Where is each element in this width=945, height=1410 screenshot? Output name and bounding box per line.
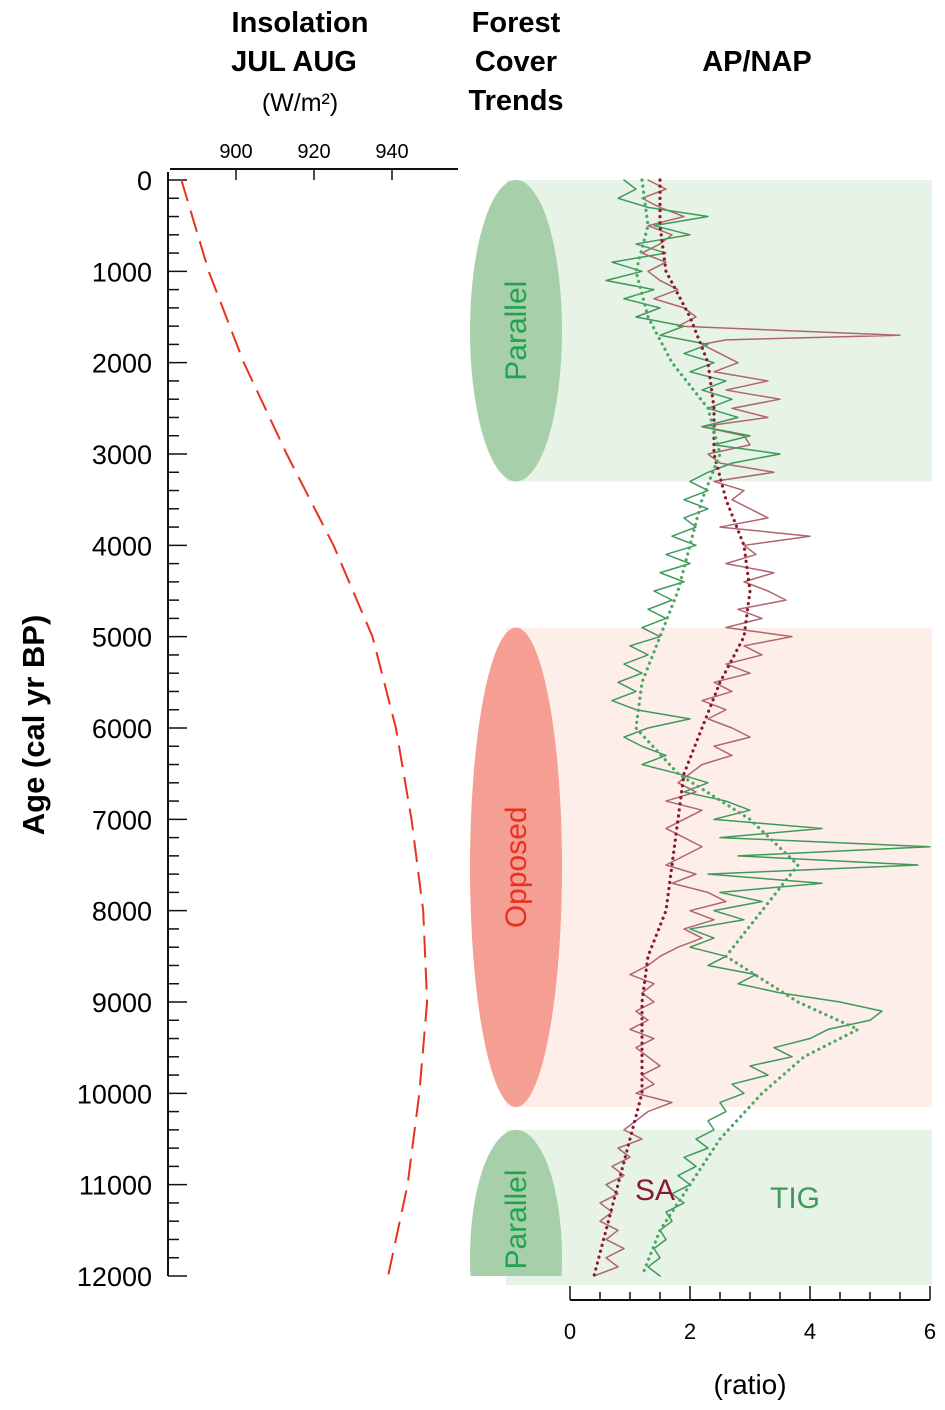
ratio-tick-label: 6 [924, 1319, 936, 1344]
age-tick-label: 4000 [92, 531, 152, 561]
ratio-tick-label: 0 [564, 1319, 576, 1344]
forest-band-group: Parallel Opposed Parallel [470, 180, 932, 1286]
insolation-unit-label: (W/m²) [262, 89, 338, 117]
forest-cover-header: Forest Cover Trends [468, 7, 563, 117]
series-line-sa [593, 179, 901, 1277]
band-rect-2 [506, 1129, 932, 1286]
age-tick-label: 10000 [77, 1079, 152, 1109]
age-tick-label: 12000 [77, 1262, 152, 1292]
age-tick-label: 6000 [92, 714, 152, 744]
forest-title-line-1: Forest [472, 7, 561, 39]
label-group: SA TIG [635, 1174, 820, 1215]
insolation-title-line-1: Insolation [232, 7, 369, 39]
axes-group: 0100020003000400050006000700080009000100… [77, 141, 936, 1400]
band-ellipse-1 [470, 627, 562, 1108]
insolation-line [180, 179, 429, 1277]
series-line-tig [605, 179, 931, 1277]
insolation-tick-label: 920 [297, 141, 330, 163]
series-label-sa: SA [635, 1174, 675, 1207]
age-tick-label: 2000 [92, 349, 152, 379]
series-label-tig: TIG [770, 1182, 820, 1215]
band-label-1: Opposed [500, 806, 533, 928]
apnap-title: AP/NAP [702, 46, 812, 78]
insolation-header: Insolation JUL AUG (W/m²) [231, 7, 368, 117]
insolation-tick-label: 940 [375, 141, 408, 163]
ratio-tick-label: 2 [684, 1319, 696, 1344]
age-tick-label: 7000 [92, 805, 152, 835]
series-group [180, 178, 931, 1278]
insolation-title-line-2: JUL AUG [231, 46, 357, 78]
band-label-2: Parallel [500, 1169, 533, 1269]
age-tick-label: 9000 [92, 988, 152, 1018]
series-line-tig-trend [634, 178, 860, 1278]
age-tick-label: 8000 [92, 897, 152, 927]
band-rect-0 [506, 180, 932, 482]
band-ellipse-2 [470, 1129, 562, 1277]
band-label-0: Parallel [500, 281, 533, 381]
ratio-axis-label: (ratio) [713, 1369, 786, 1400]
insolation-tick-label: 900 [219, 141, 252, 163]
age-tick-label: 11000 [79, 1171, 152, 1201]
series-line-sa-trend [592, 178, 752, 1278]
age-tick-label: 5000 [92, 623, 152, 653]
ratio-tick-label: 4 [804, 1319, 816, 1344]
forest-title-line-3: Trends [468, 85, 563, 117]
age-tick-label: 0 [137, 166, 152, 196]
band-ellipse-0 [470, 180, 562, 482]
age-tick-label: 1000 [92, 257, 152, 287]
forest-title-line-2: Cover [475, 46, 557, 78]
age-tick-label: 3000 [92, 440, 152, 470]
y-axis-label: Age (cal yr BP) [16, 615, 51, 836]
